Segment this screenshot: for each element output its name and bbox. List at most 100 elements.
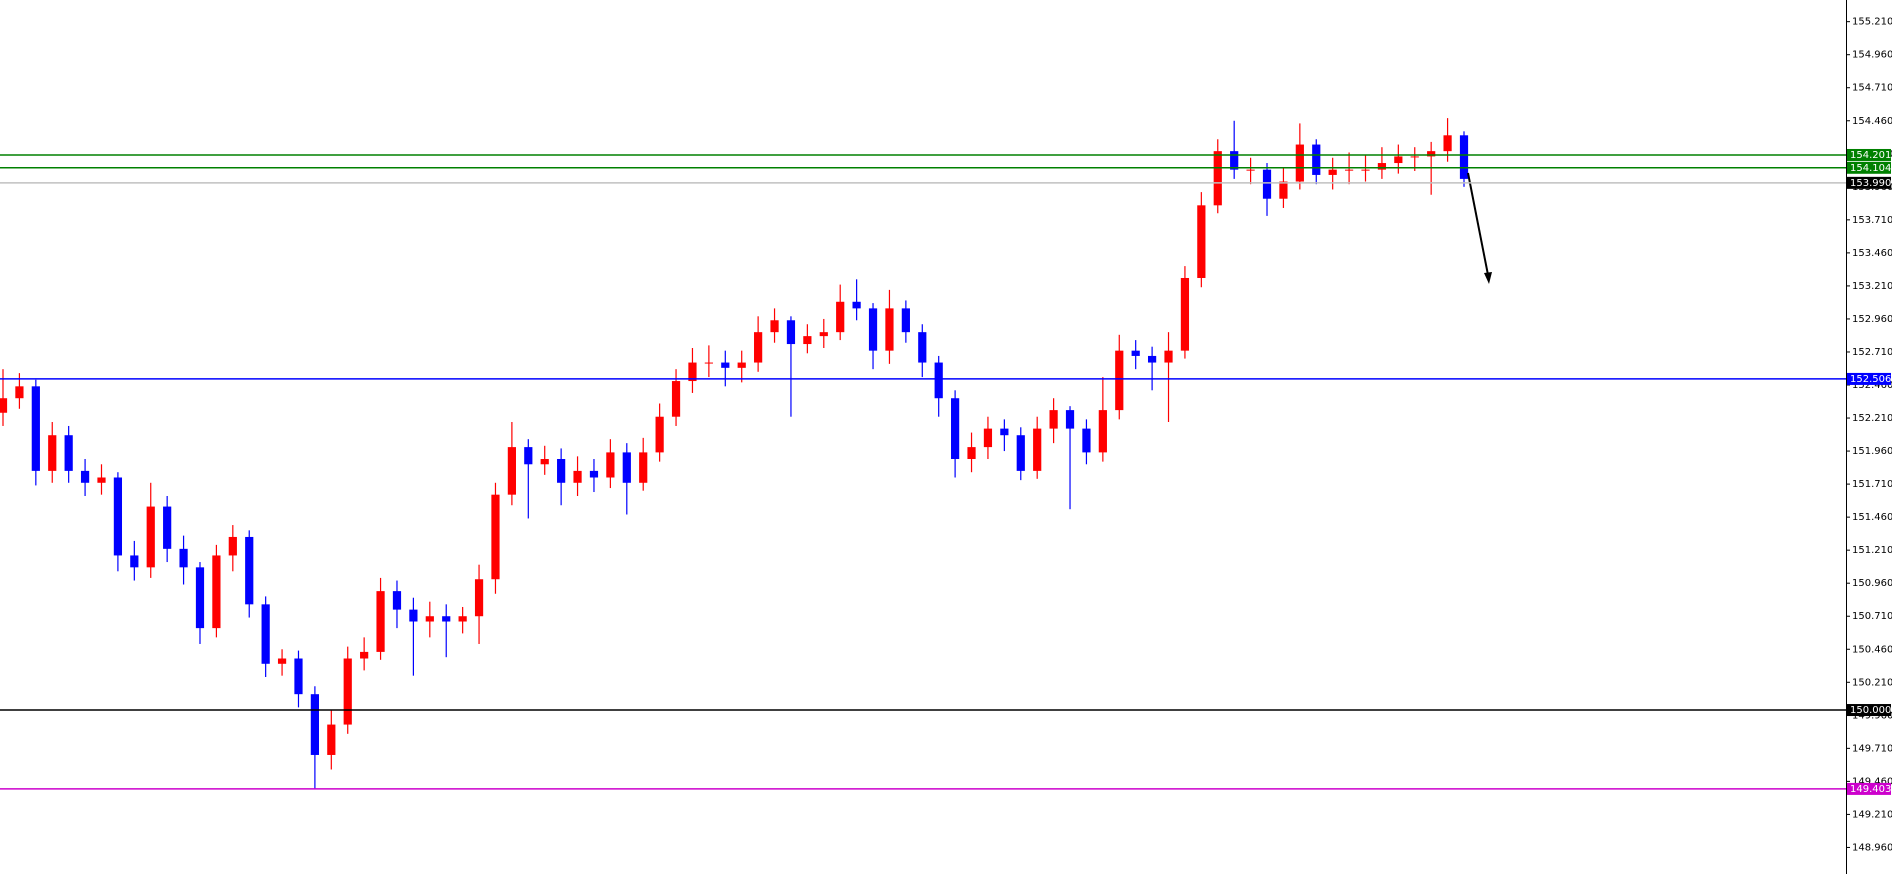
candle-body [1344,169,1354,171]
level-label: 152.506 [1850,374,1891,385]
candle-body [655,416,664,453]
candle-body [113,477,123,556]
candle-body [1065,410,1075,429]
candle-body [360,651,369,659]
candle-body [327,724,336,755]
candle-body [868,308,878,351]
candle-body [1164,350,1173,363]
candle-body [1443,135,1452,152]
candle-body [1328,169,1337,175]
candle-body [474,579,484,617]
candle-body [770,320,779,333]
candle-body [15,386,24,399]
trend-arrow-head [1484,272,1492,284]
candle-body [934,362,943,399]
candle-body [1394,156,1403,164]
candle-body [1246,169,1255,171]
candle-body [688,362,697,382]
candle-body [376,591,385,652]
candle-body [1082,428,1091,453]
candle-body [1361,169,1370,171]
candle-body [786,320,796,345]
y-tick-label: 154.460 [1852,116,1892,127]
candle-body [179,548,188,568]
candle-body [277,658,287,664]
y-tick-label: 152.960 [1852,314,1892,325]
candle-body [1000,428,1009,436]
candle-body [261,604,270,664]
level-tag [1847,782,1891,795]
y-tick-label: 148.960 [1852,842,1892,853]
candle-body [228,536,237,556]
candle-body [721,362,730,368]
candle-body [310,694,320,755]
candle-body [836,301,845,333]
candle-body [557,458,566,483]
candle-body [1131,350,1140,356]
candle-body [852,301,861,309]
candle-body [1147,355,1157,363]
level-label: 150.000 [1850,705,1891,716]
y-tick-label: 153.210 [1852,281,1892,292]
candle-body [1312,144,1321,175]
candle-body [1410,156,1419,158]
candle-body [819,332,828,337]
candle-body [343,658,352,725]
y-tick-label: 149.210 [1852,809,1892,820]
candle-body [622,452,631,483]
candle-body [1377,163,1387,170]
candle-body [1213,151,1222,206]
candle-body [540,458,549,465]
candle-body [606,452,615,478]
y-tick-label: 154.960 [1852,50,1892,61]
candle-body [1098,410,1107,453]
candle-body [1180,277,1190,351]
candle-body [245,536,254,605]
y-tick-label: 150.710 [1852,611,1892,622]
candle-body [409,609,418,622]
candle-body [1115,350,1124,411]
candle-body [1279,181,1288,199]
candle-body [951,398,960,459]
level-label: 149.403 [1850,784,1891,795]
candle-body [130,555,139,568]
candle-body [97,477,106,483]
level-tag [1847,176,1891,189]
candle-body [0,398,8,413]
candle-body [458,616,467,622]
candle-body [1016,435,1025,471]
y-tick-label: 151.710 [1852,479,1892,490]
candle-body [425,616,434,622]
y-tick-label: 150.960 [1852,578,1892,589]
y-tick-label: 150.460 [1852,644,1892,655]
candle-body [212,555,221,629]
y-tick-label: 150.210 [1852,677,1892,688]
candle-body [573,470,582,483]
level-tag [1847,704,1891,717]
level-tag [1847,161,1891,174]
candle-body [671,381,681,417]
candle-body [1197,205,1206,278]
level-tag [1847,372,1891,385]
candle-body [967,447,976,459]
y-tick-label: 154.710 [1852,83,1892,94]
y-tick-label: 152.210 [1852,413,1892,424]
y-tick-label: 149.710 [1852,743,1892,754]
candle-body [1230,151,1239,170]
candle-body [80,470,90,483]
candle-body [1459,135,1469,179]
candle-body [31,386,40,471]
candle-body [589,470,599,478]
candle-body [1427,151,1436,157]
candle-body [163,506,172,549]
y-tick-label: 153.460 [1852,248,1892,259]
candle-body [1262,169,1272,199]
y-tick-label: 155.210 [1852,17,1892,28]
candle-body [195,567,205,629]
y-tick-label: 152.460 [1852,380,1892,391]
candle-body [1033,428,1042,471]
candle-body [146,506,155,568]
candle-body [1049,410,1058,429]
